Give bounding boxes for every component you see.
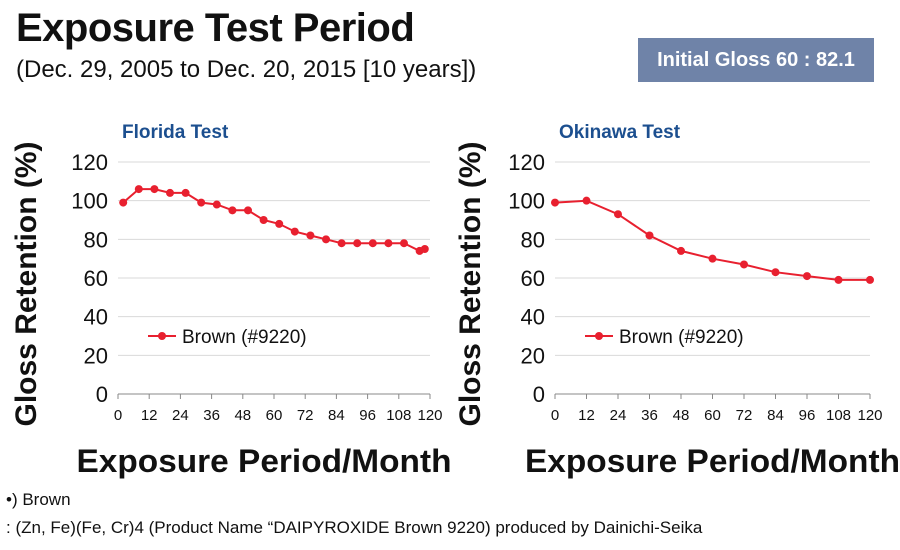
florida-x-axis-title: Exposure Period/Month	[77, 443, 452, 479]
florida-data-point	[181, 188, 190, 197]
florida-x-tick-label: 84	[328, 407, 345, 424]
florida-x-tick-label: 96	[359, 407, 376, 424]
florida-data-point	[244, 206, 252, 215]
florida-data-point	[400, 239, 408, 248]
florida-data-point	[119, 198, 128, 207]
okinawa-y-tick-label: 20	[521, 343, 545, 368]
page-title: Exposure Test Period	[16, 6, 415, 50]
okinawa-data-point	[803, 272, 811, 281]
okinawa-x-tick-label: 12	[578, 407, 595, 424]
florida-x-tick-label: 12	[141, 407, 158, 424]
florida-panel-title: Florida Test	[122, 122, 229, 143]
footnote-pigment: •) Brown	[6, 490, 71, 509]
florida-x-tick-label: 72	[297, 407, 314, 424]
page-subtitle: (Dec. 29, 2005 to Dec. 20, 2015 [10 year…	[16, 56, 477, 83]
florida-data-point	[150, 185, 159, 194]
okinawa-x-tick-label: 0	[551, 407, 559, 424]
florida-data-point	[259, 216, 268, 224]
florida-data-point	[353, 239, 362, 248]
florida-y-tick-label: 80	[84, 227, 108, 252]
florida-data-point	[212, 200, 221, 209]
florida-data-point	[228, 206, 237, 215]
florida-x-tick-label: 24	[172, 407, 189, 424]
florida-data-point	[420, 245, 429, 253]
florida-y-tick-label: 0	[96, 382, 108, 407]
okinawa-x-tick-label: 72	[736, 407, 753, 424]
okinawa-y-tick-label: 100	[508, 189, 545, 214]
florida-y-tick-label: 100	[71, 189, 108, 214]
okinawa-panel-title: Okinawa Test	[559, 122, 681, 143]
okinawa-x-tick-label: 96	[799, 407, 816, 424]
florida-data-point	[134, 185, 143, 194]
initial-gloss-badge: Initial Gloss 60 : 82.1	[638, 38, 874, 82]
okinawa-data-point	[708, 254, 717, 263]
okinawa-data-point	[677, 246, 685, 255]
florida-data-point	[368, 239, 377, 248]
florida-x-tick-label: 120	[417, 407, 442, 424]
florida-y-tick-label: 40	[84, 305, 108, 330]
florida-data-point	[306, 231, 315, 240]
footnote-product: : (Zn, Fe)(Fe, Cr)4 (Product Name “DAIPY…	[6, 518, 703, 537]
florida-x-tick-label: 0	[114, 407, 122, 424]
okinawa-x-tick-label: 84	[767, 407, 784, 424]
okinawa-x-tick-label: 60	[704, 407, 721, 424]
okinawa-data-point	[645, 231, 654, 240]
florida-legend-label: Brown (#9220)	[182, 327, 307, 348]
florida-x-tick-label: 60	[266, 407, 283, 424]
okinawa-data-point	[551, 198, 559, 207]
okinawa-series-line	[554, 199, 870, 281]
okinawa-legend-label: Brown (#9220)	[619, 327, 744, 348]
florida-series-line	[122, 188, 426, 252]
okinawa-y-tick-label: 80	[521, 227, 545, 252]
florida-y-tick-label: 60	[84, 266, 108, 291]
florida-x-tick-label: 36	[203, 407, 220, 424]
footnotes: •) Brown : (Zn, Fe)(Fe, Cr)4 (Product Na…	[6, 486, 702, 542]
florida-data-point	[290, 227, 299, 236]
okinawa-y-axis-title: Gloss Retention (%)	[454, 141, 487, 426]
florida-data-point	[166, 188, 174, 197]
okinawa-data-point	[582, 196, 591, 205]
okinawa-y-tick-label: 120	[508, 150, 545, 175]
florida-x-tick-label: 48	[234, 407, 251, 424]
okinawa-x-tick-label: 24	[610, 407, 627, 424]
okinawa-y-tick-label: 0	[533, 382, 545, 407]
okinawa-data-point	[740, 260, 748, 269]
okinawa-data-point	[771, 268, 780, 277]
okinawa-legend-marker	[595, 332, 603, 340]
florida-data-point	[275, 219, 284, 228]
okinawa-data-point	[866, 275, 874, 284]
florida-data-point	[337, 239, 346, 248]
florida-y-tick-label: 20	[84, 343, 108, 368]
florida-y-axis-title: Gloss Retention (%)	[10, 141, 43, 426]
florida-legend-marker	[158, 332, 166, 340]
florida-x-tick-label: 108	[386, 407, 411, 424]
okinawa-x-tick-label: 120	[857, 407, 882, 424]
okinawa-data-point	[614, 210, 622, 219]
okinawa-x-tick-label: 36	[641, 407, 658, 424]
okinawa-x-tick-label: 108	[826, 407, 851, 424]
florida-data-point	[322, 235, 330, 244]
okinawa-x-tick-label: 48	[673, 407, 690, 424]
okinawa-x-axis-title: Exposure Period/Month	[525, 443, 900, 479]
okinawa-y-tick-label: 60	[521, 266, 545, 291]
florida-data-point	[197, 198, 206, 207]
florida-y-tick-label: 120	[71, 150, 108, 175]
okinawa-data-point	[834, 275, 843, 284]
florida-data-point	[384, 239, 393, 248]
okinawa-y-tick-label: 40	[521, 305, 545, 330]
